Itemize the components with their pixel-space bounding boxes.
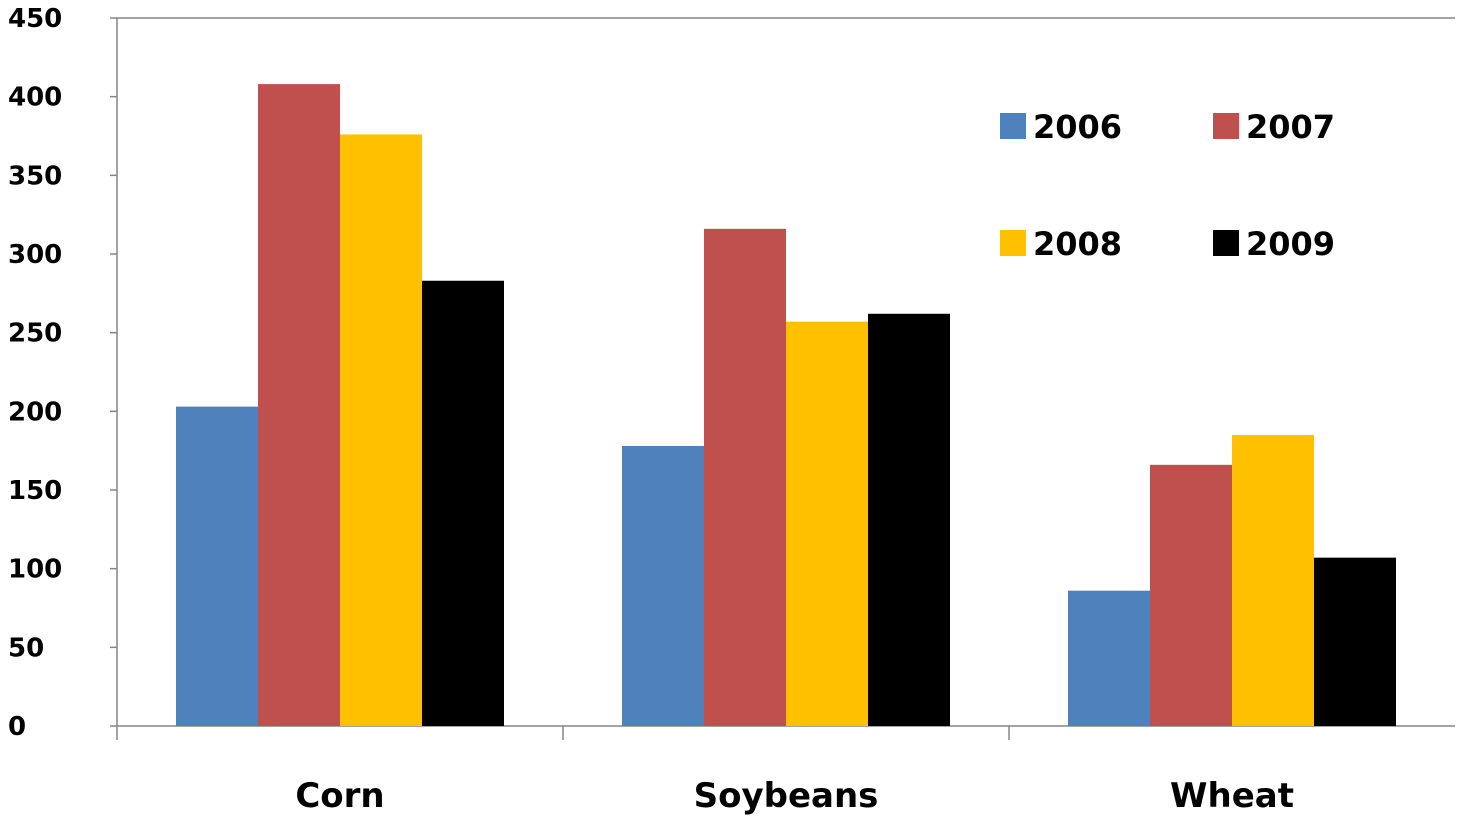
bar-2009-wheat	[1314, 557, 1396, 726]
y-tick-label: 100	[8, 555, 62, 585]
legend-swatch-2009	[1213, 230, 1239, 256]
y-tick-label: 300	[8, 240, 62, 270]
legend-swatch-2008	[1000, 230, 1026, 256]
legend-label-2009: 2009	[1246, 225, 1335, 263]
bar-2006-soybeans	[622, 445, 704, 726]
bar-2008-wheat	[1232, 434, 1314, 726]
bars	[176, 84, 1396, 727]
bar-2007-corn	[258, 84, 340, 726]
bar-2009-corn	[422, 280, 504, 726]
x-axis: Corn Soybeans Wheat	[116, 725, 1455, 816]
bar-2007-soybeans	[704, 228, 786, 726]
y-tick-label: 450	[8, 4, 62, 34]
y-tick-label: 150	[8, 476, 62, 506]
bar-2008-soybeans	[786, 321, 868, 726]
y-tick-label: 0	[8, 712, 26, 742]
bar-2009-soybeans	[868, 313, 950, 726]
bar-2008-corn	[340, 134, 422, 727]
y-tick-label: 250	[8, 319, 62, 349]
y-tick-label: 400	[8, 83, 62, 113]
bar-2007-wheat	[1150, 464, 1232, 726]
bar-2006-wheat	[1068, 590, 1150, 726]
legend-label-2006: 2006	[1033, 108, 1122, 146]
bar-2006-corn	[176, 406, 258, 726]
legend-swatch-2006	[1000, 113, 1026, 139]
y-axis: 0 50 100 150 200 250 300 350 400 450	[8, 4, 1455, 742]
legend-swatch-2007	[1213, 113, 1239, 139]
legend: 2006 2007 2008 2009	[1000, 108, 1335, 263]
x-category-label: Corn	[295, 776, 384, 816]
y-tick-label: 350	[8, 161, 62, 191]
y-tick-label: 200	[8, 397, 62, 427]
legend-label-2007: 2007	[1246, 108, 1335, 146]
x-category-label: Soybeans	[694, 776, 879, 816]
legend-label-2008: 2008	[1033, 225, 1122, 263]
y-tick-label: 50	[8, 633, 44, 663]
x-category-label: Wheat	[1170, 776, 1294, 816]
